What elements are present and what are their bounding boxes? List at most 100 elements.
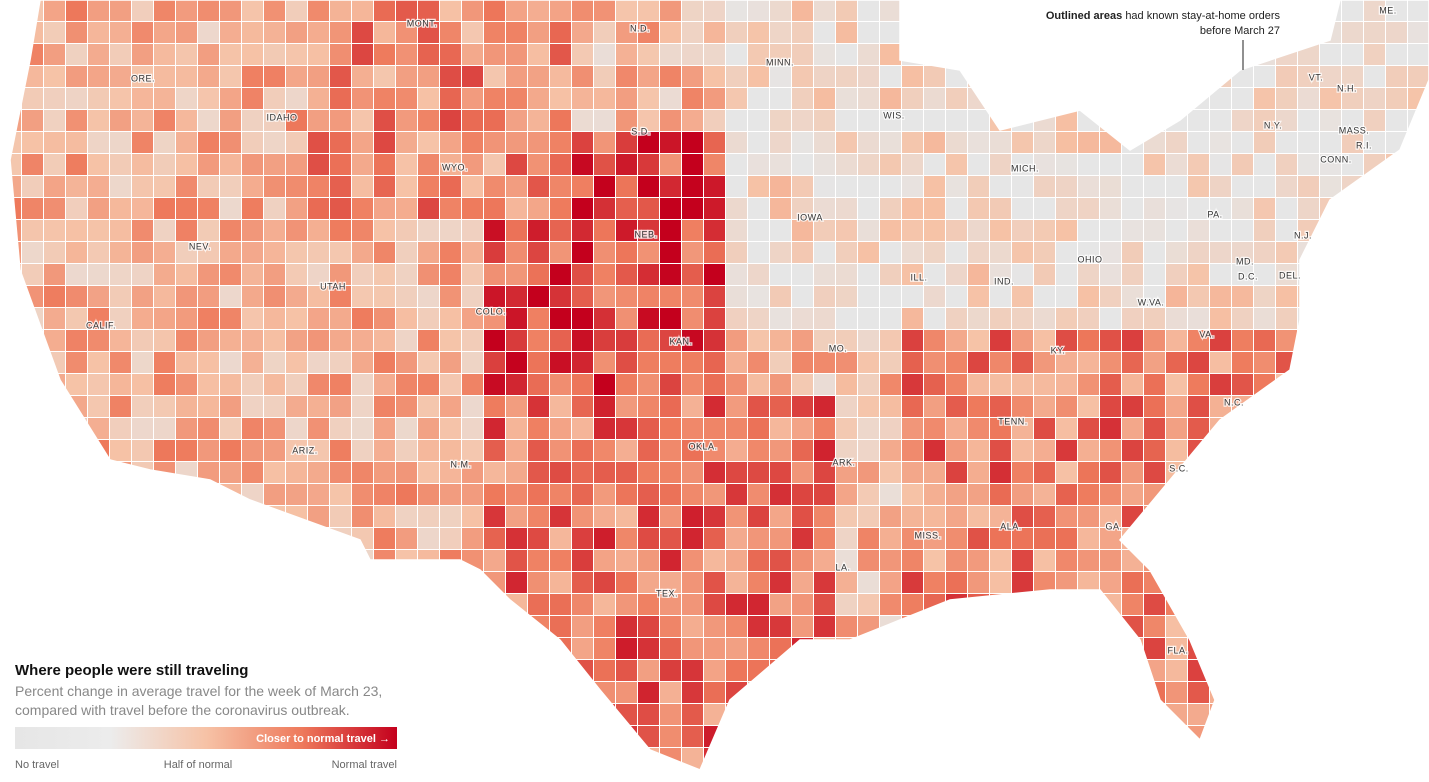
county	[792, 110, 813, 131]
county	[748, 638, 769, 659]
county	[1276, 506, 1297, 527]
county	[616, 198, 637, 219]
county	[880, 726, 901, 747]
county	[836, 682, 857, 703]
county	[110, 242, 131, 263]
county	[286, 352, 307, 373]
county	[726, 264, 747, 285]
county	[418, 132, 439, 153]
county	[88, 396, 109, 417]
county	[1232, 352, 1253, 373]
county	[154, 440, 175, 461]
county	[924, 616, 945, 637]
county	[946, 462, 967, 483]
county	[88, 0, 109, 21]
county	[132, 242, 153, 263]
county	[10, 176, 21, 197]
county	[1342, 528, 1363, 549]
county	[572, 0, 593, 21]
county	[946, 418, 967, 439]
county	[1254, 462, 1275, 483]
county	[1276, 528, 1297, 549]
county	[748, 154, 769, 175]
county	[1276, 748, 1297, 769]
county	[836, 198, 857, 219]
county	[1254, 704, 1275, 725]
county	[1100, 682, 1121, 703]
county	[770, 594, 791, 615]
county	[1408, 594, 1429, 615]
county	[462, 418, 483, 439]
county	[748, 88, 769, 109]
county	[594, 22, 615, 43]
county	[1408, 572, 1429, 593]
county	[682, 704, 703, 725]
county	[858, 308, 879, 329]
county	[418, 704, 439, 725]
county	[1188, 66, 1209, 87]
county	[550, 352, 571, 373]
state-label: CALIF.	[86, 320, 116, 330]
county	[1144, 330, 1165, 351]
county	[770, 352, 791, 373]
county	[1210, 682, 1231, 703]
county	[660, 22, 681, 43]
county	[1254, 572, 1275, 593]
county	[66, 550, 87, 571]
county	[1408, 264, 1429, 285]
county	[858, 726, 879, 747]
county	[154, 308, 175, 329]
county	[1210, 528, 1231, 549]
county	[1012, 132, 1033, 153]
county	[1408, 308, 1429, 329]
county	[1386, 660, 1407, 681]
county	[836, 462, 857, 483]
county	[110, 396, 131, 417]
county	[770, 110, 791, 131]
county	[682, 726, 703, 747]
county	[1320, 286, 1341, 307]
county	[770, 286, 791, 307]
county	[1144, 770, 1165, 782]
county	[220, 66, 241, 87]
county	[484, 704, 505, 725]
county	[946, 660, 967, 681]
county	[792, 44, 813, 65]
county	[990, 704, 1011, 725]
county	[176, 176, 197, 197]
county	[594, 440, 615, 461]
county	[418, 0, 439, 21]
county	[1056, 22, 1077, 43]
county	[770, 44, 791, 65]
county	[836, 132, 857, 153]
county	[704, 264, 725, 285]
county	[1276, 704, 1297, 725]
county	[242, 198, 263, 219]
county	[88, 286, 109, 307]
county	[1166, 308, 1187, 329]
county	[264, 44, 285, 65]
county	[1386, 308, 1407, 329]
county	[242, 44, 263, 65]
county	[1276, 176, 1297, 197]
county	[308, 0, 329, 21]
county	[550, 110, 571, 131]
county	[748, 44, 769, 65]
county	[726, 660, 747, 681]
county	[1122, 770, 1143, 782]
county	[506, 88, 527, 109]
county	[682, 308, 703, 329]
county	[528, 396, 549, 417]
county	[704, 154, 725, 175]
county	[1232, 682, 1253, 703]
county	[396, 484, 417, 505]
county	[682, 616, 703, 637]
county	[1408, 484, 1429, 505]
county	[682, 528, 703, 549]
county	[1210, 770, 1231, 782]
county	[638, 440, 659, 461]
county	[462, 462, 483, 483]
county	[946, 682, 967, 703]
county	[1122, 396, 1143, 417]
county	[1298, 748, 1319, 769]
